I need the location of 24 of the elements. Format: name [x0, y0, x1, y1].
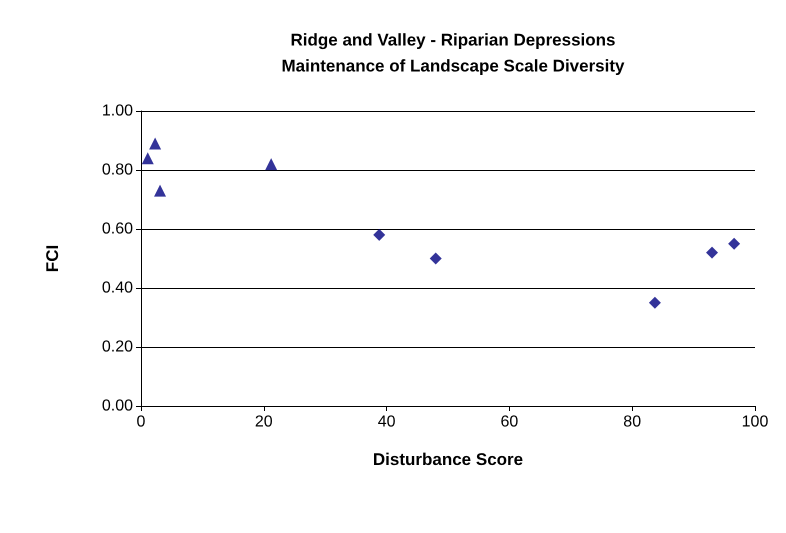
point	[430, 252, 442, 264]
point	[648, 296, 661, 309]
point	[728, 238, 740, 250]
x-tick-label: 40	[378, 414, 396, 430]
point	[265, 158, 278, 170]
point	[706, 246, 718, 259]
y-tick-label: 0.60	[102, 220, 134, 238]
point	[154, 184, 166, 197]
point	[149, 137, 162, 150]
x-tick-label: 80	[623, 414, 642, 430]
chart-title: Ridge and Valley - Riparian Depressions Maintenance of Landscape Scale Diversity	[282, 30, 626, 76]
y-tick-label: 0.00	[102, 398, 134, 414]
y-tick-label: 0.80	[102, 162, 134, 178]
x-tick-label: 60	[500, 414, 518, 430]
y-axis-title: FCI	[43, 244, 62, 272]
y-tick-label: 0.40	[102, 280, 134, 296]
point	[142, 152, 154, 164]
x-axis-title: Disturbance Score	[372, 450, 524, 469]
x-tick-label: 0	[136, 414, 146, 430]
x-tick-label: 20	[254, 414, 273, 430]
point	[373, 228, 386, 241]
y-tick-label: 0.20	[102, 338, 134, 356]
x-tick-label: 100	[742, 414, 768, 430]
y-tick-label: 1.00	[102, 102, 134, 120]
